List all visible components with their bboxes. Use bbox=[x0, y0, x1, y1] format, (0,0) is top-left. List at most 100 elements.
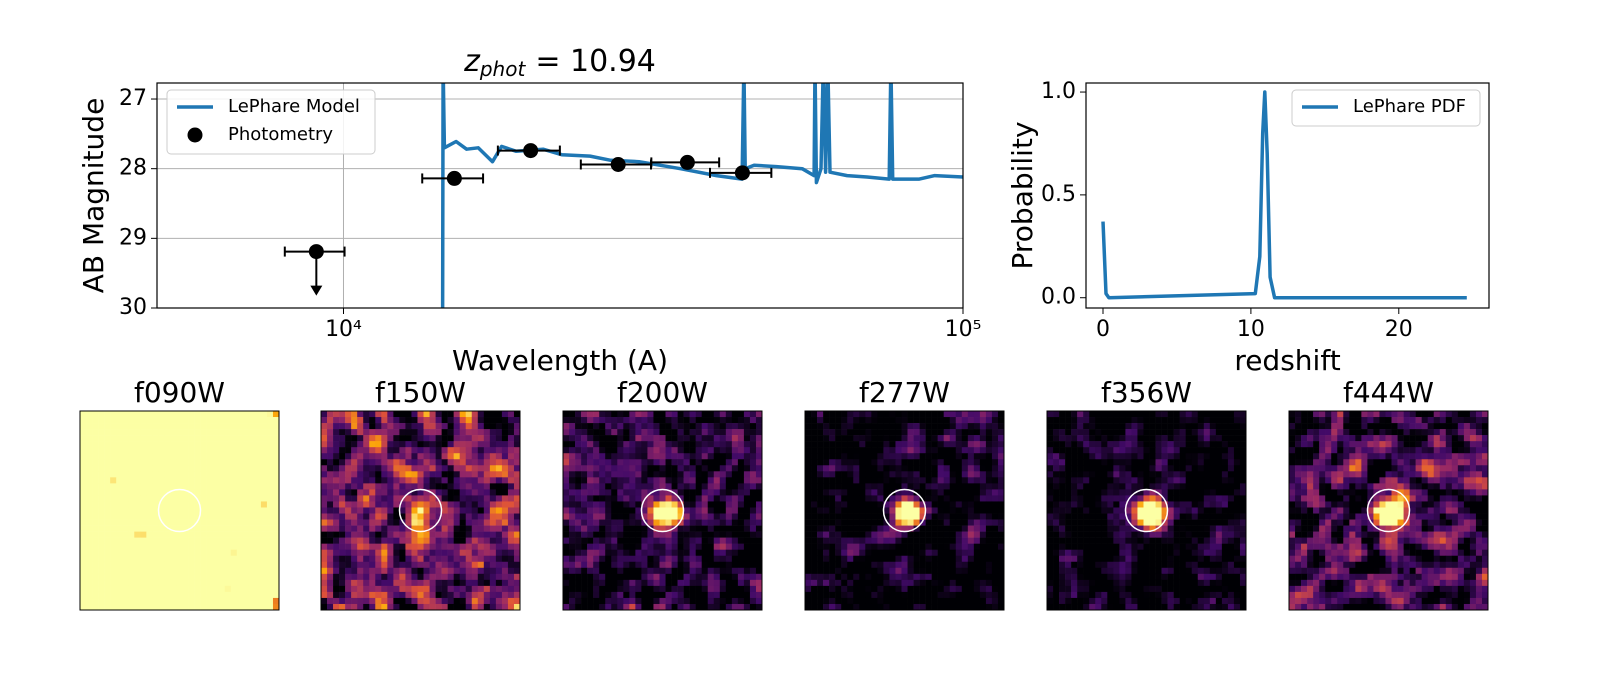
pixel bbox=[501, 525, 509, 532]
pixel bbox=[435, 537, 442, 544]
pixel bbox=[146, 453, 153, 460]
pixel bbox=[242, 555, 250, 563]
pixel bbox=[80, 483, 87, 490]
pixel bbox=[128, 477, 135, 484]
pixel bbox=[569, 483, 576, 490]
pixel bbox=[1053, 495, 1060, 502]
pixel bbox=[495, 531, 503, 538]
pixel bbox=[1185, 411, 1193, 418]
pixel bbox=[859, 507, 866, 514]
pixel bbox=[683, 411, 690, 418]
pixel bbox=[931, 483, 938, 490]
pixel bbox=[841, 525, 848, 532]
pixel bbox=[689, 435, 696, 442]
pixel bbox=[363, 549, 370, 557]
pixel bbox=[393, 525, 400, 532]
pixel bbox=[1149, 447, 1156, 454]
pixel bbox=[158, 417, 165, 424]
pixel bbox=[152, 441, 159, 448]
pixel bbox=[671, 423, 678, 430]
pixel bbox=[949, 603, 957, 611]
pixel bbox=[907, 429, 914, 436]
pixel bbox=[841, 513, 848, 520]
pixel bbox=[489, 465, 497, 472]
pixel bbox=[677, 477, 684, 484]
pixel bbox=[152, 519, 159, 526]
pixel bbox=[985, 543, 993, 550]
pixel bbox=[973, 603, 981, 611]
pixel bbox=[689, 423, 696, 430]
pixel bbox=[811, 471, 818, 478]
pixel bbox=[116, 447, 123, 454]
pixel bbox=[671, 549, 678, 557]
pixel bbox=[441, 561, 448, 569]
pixel bbox=[98, 501, 105, 508]
pixel bbox=[236, 429, 244, 436]
pixel bbox=[212, 483, 219, 490]
pixel bbox=[895, 435, 902, 442]
pixel bbox=[188, 471, 195, 478]
pixel bbox=[731, 429, 739, 436]
pixel bbox=[713, 579, 721, 587]
pixel bbox=[725, 537, 733, 544]
pixel bbox=[345, 495, 352, 502]
pixel bbox=[351, 597, 358, 605]
pixel bbox=[949, 471, 957, 478]
pixel bbox=[333, 507, 340, 514]
pixel bbox=[581, 585, 588, 593]
pixel bbox=[453, 567, 460, 575]
pixel bbox=[158, 477, 165, 484]
pixel bbox=[1107, 471, 1114, 478]
pixel bbox=[501, 519, 509, 526]
pixel bbox=[411, 573, 418, 581]
pixel bbox=[1239, 501, 1247, 508]
pixel bbox=[1221, 423, 1229, 430]
pixel bbox=[393, 555, 400, 563]
pixel bbox=[399, 531, 406, 538]
pixel bbox=[1065, 459, 1072, 466]
pixel bbox=[901, 477, 908, 484]
pixel bbox=[1167, 501, 1174, 508]
pixel bbox=[563, 441, 570, 448]
pixel bbox=[617, 519, 624, 526]
pixel bbox=[725, 531, 733, 538]
pixel bbox=[889, 423, 896, 430]
pixel bbox=[206, 411, 213, 418]
pixel bbox=[907, 537, 914, 544]
aperture bbox=[398, 488, 443, 533]
pixel bbox=[641, 459, 648, 466]
pixel bbox=[593, 453, 600, 460]
pixel bbox=[375, 417, 382, 424]
pixel bbox=[429, 543, 436, 550]
pixel bbox=[889, 417, 896, 424]
pixel bbox=[701, 537, 709, 544]
pixel bbox=[248, 465, 256, 472]
pixel bbox=[128, 435, 135, 442]
pixel bbox=[333, 495, 340, 502]
pixel bbox=[140, 453, 147, 460]
pixel bbox=[1197, 489, 1205, 496]
pixel bbox=[901, 513, 908, 520]
pixel bbox=[593, 441, 600, 448]
pixel bbox=[1149, 411, 1156, 418]
pixel bbox=[931, 543, 938, 550]
pixel bbox=[1203, 429, 1211, 436]
cutout-title: f150W bbox=[375, 376, 466, 409]
pixel bbox=[1227, 465, 1235, 472]
pixel bbox=[387, 429, 394, 436]
pixel bbox=[859, 531, 866, 538]
pixel bbox=[471, 483, 479, 490]
pixel bbox=[823, 429, 830, 436]
pixel bbox=[901, 411, 908, 418]
pixel bbox=[170, 453, 177, 460]
pixel bbox=[985, 453, 993, 460]
pixel bbox=[719, 507, 727, 514]
pixel bbox=[581, 471, 588, 478]
pixel bbox=[477, 555, 485, 563]
pixel bbox=[80, 525, 87, 532]
pixel bbox=[495, 501, 503, 508]
pixel bbox=[701, 471, 709, 478]
pixel bbox=[194, 417, 201, 424]
pixel bbox=[170, 537, 177, 544]
pixel bbox=[955, 603, 963, 611]
